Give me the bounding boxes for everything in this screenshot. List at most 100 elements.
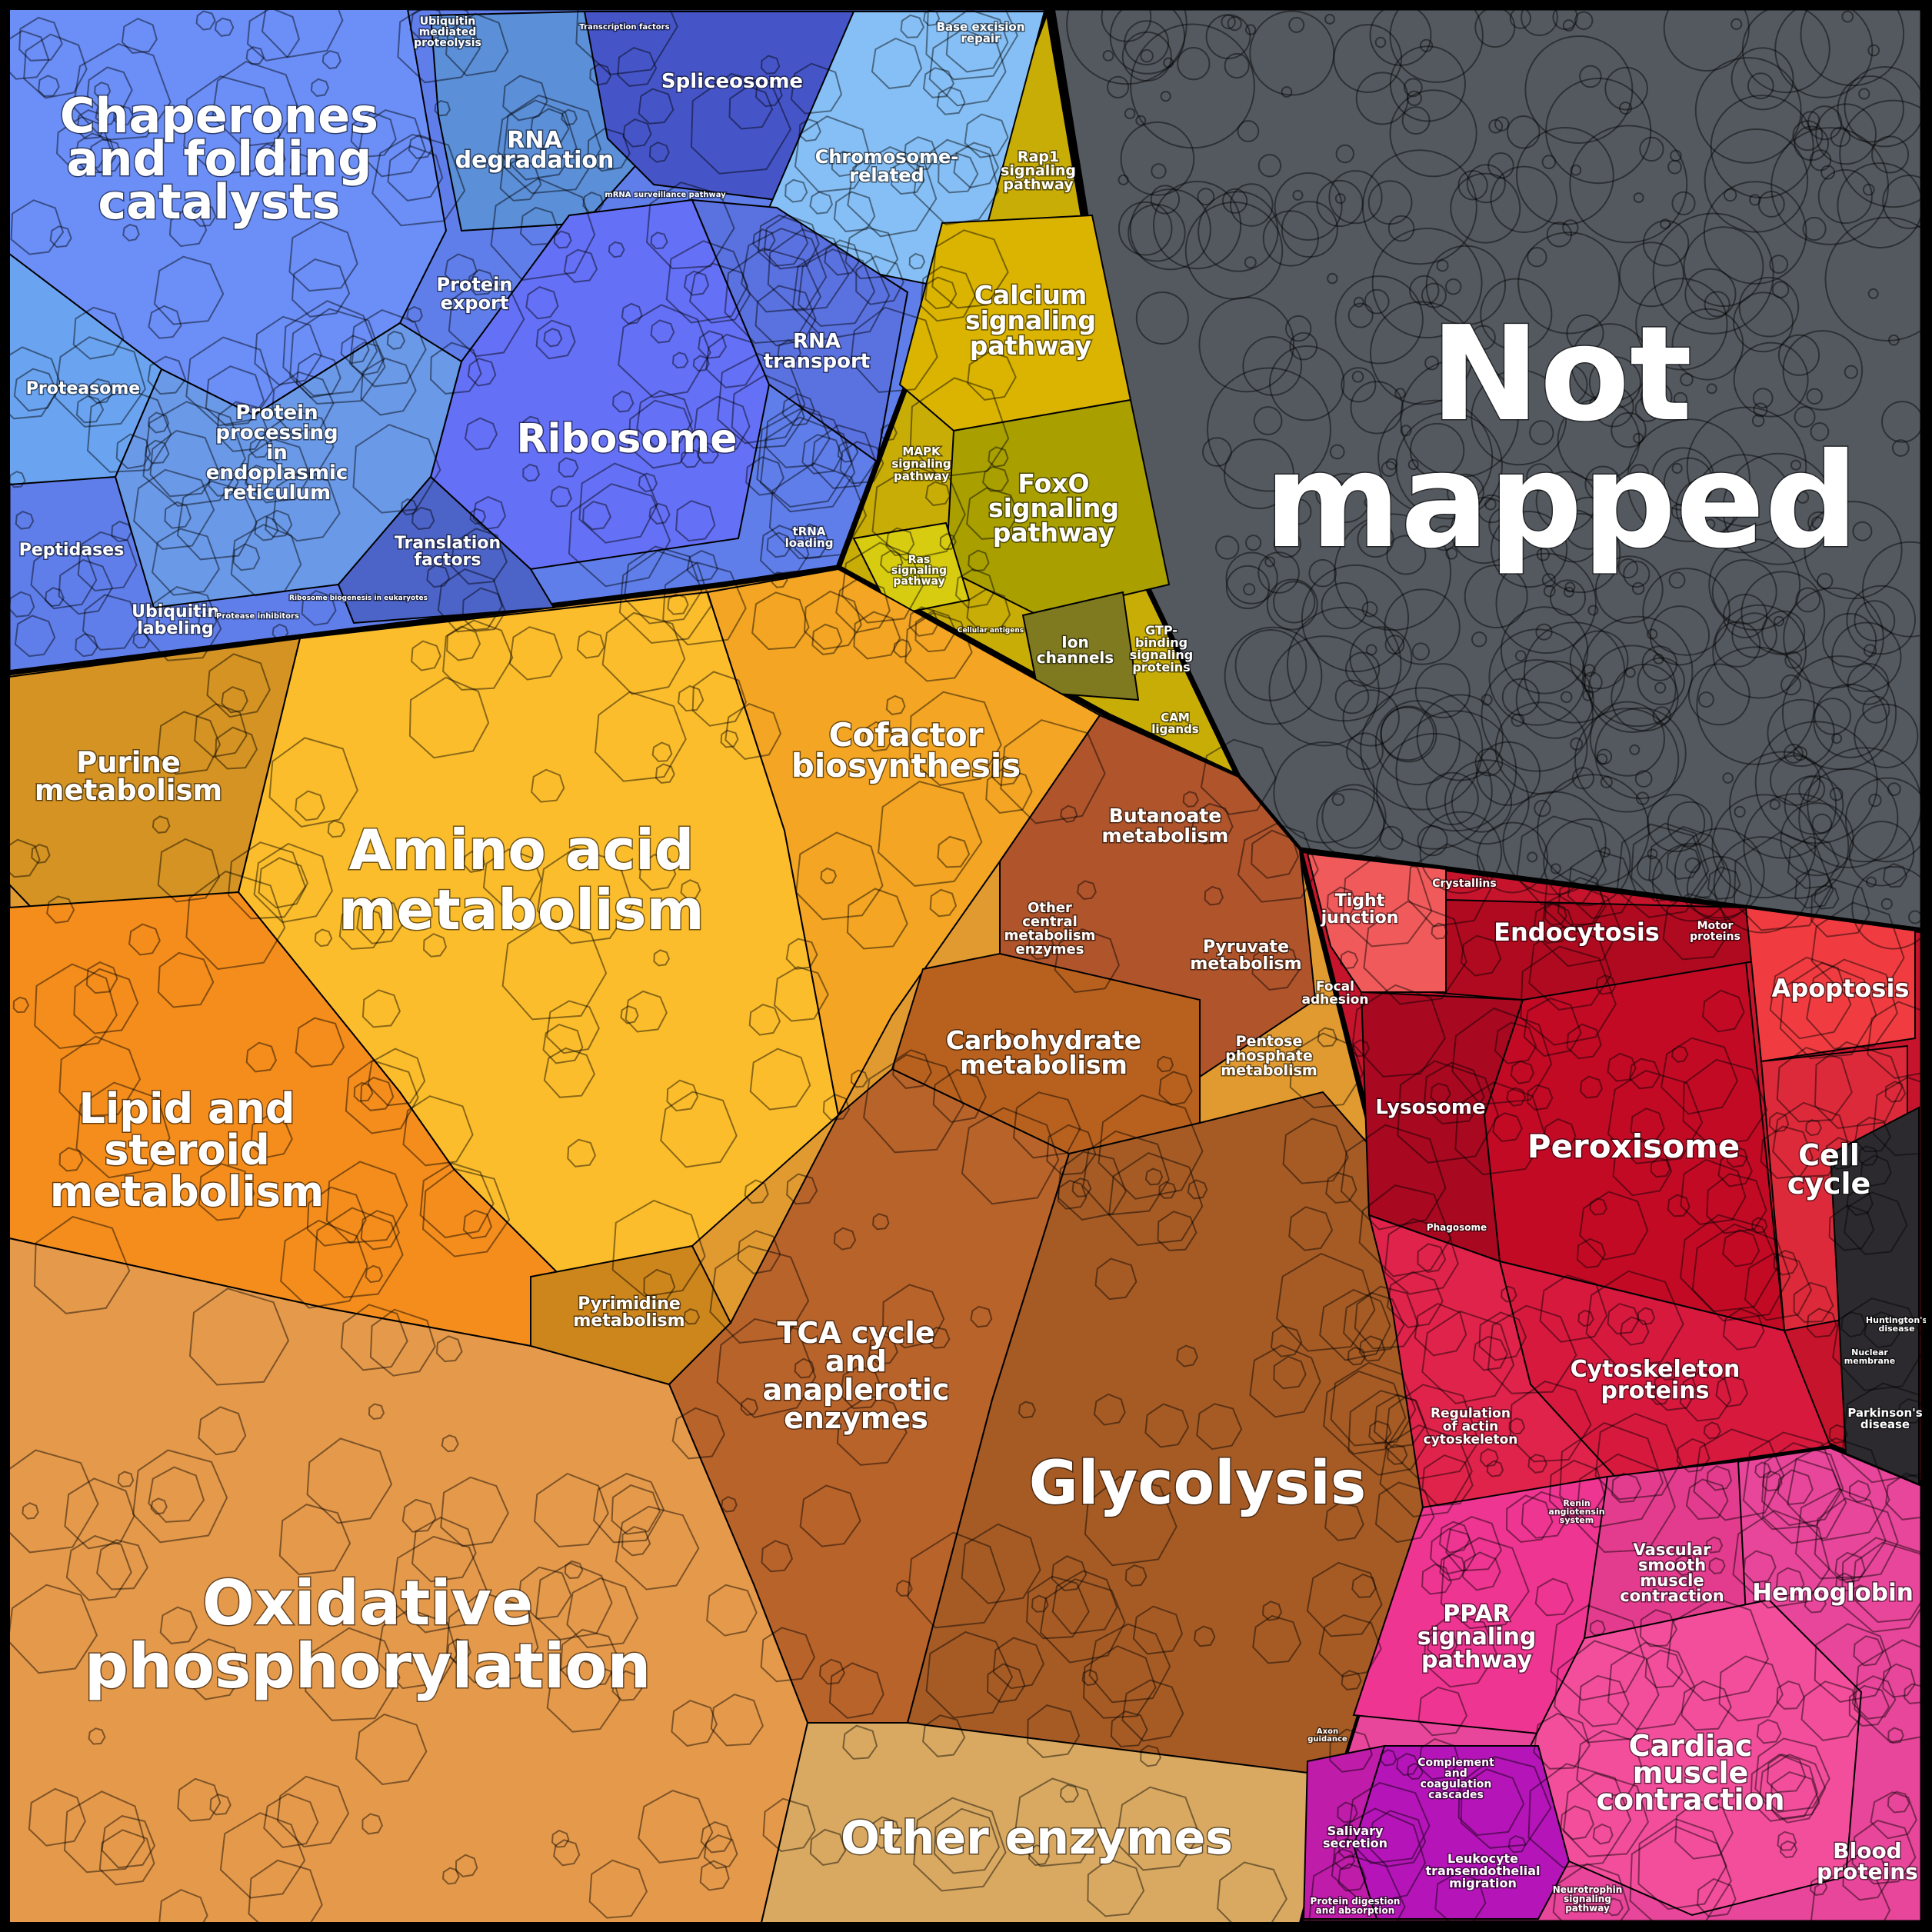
label-reg-actin-2: of actin bbox=[1443, 1419, 1499, 1434]
cell-pathway bbox=[86, 387, 172, 473]
cell-not-mapped bbox=[1722, 772, 1734, 784]
subregion-spliceosome[interactable] bbox=[583, 11, 855, 202]
label-cell-cycle-1: Cell bbox=[1798, 1138, 1860, 1172]
subregion-ppar[interactable] bbox=[1352, 1475, 1609, 1740]
label-pentose-3: metabolism bbox=[1221, 1062, 1317, 1079]
label-parkinson-2: disease bbox=[1860, 1417, 1910, 1431]
cell-pathway bbox=[1631, 822, 1710, 902]
cell-pathway bbox=[497, 99, 578, 181]
cell-pathway bbox=[1682, 1058, 1768, 1147]
cell-pathway bbox=[310, 78, 330, 97]
subregion-cofactor[interactable] bbox=[706, 568, 1101, 1118]
label-vascular-1: Vascular bbox=[1634, 1541, 1712, 1559]
cell-pathway bbox=[1607, 1052, 1637, 1082]
cell-not-mapped bbox=[1264, 556, 1276, 568]
cell-pathway bbox=[10, 199, 65, 255]
cell-not-mapped bbox=[1409, 275, 1440, 306]
cell-pathway bbox=[472, 495, 506, 531]
cell-pathway bbox=[219, 1812, 306, 1899]
subregion-translation-factors[interactable] bbox=[337, 475, 555, 625]
label-tight-junction-1: Tight bbox=[1335, 891, 1385, 911]
cell-pathway bbox=[688, 262, 751, 324]
cell-not-mapped bbox=[1800, 111, 1820, 131]
cell-pathway bbox=[263, 1793, 319, 1848]
cell-pathway bbox=[1825, 1137, 1858, 1170]
cell-not-mapped bbox=[1491, 511, 1568, 588]
subregion-lysosome[interactable] bbox=[1360, 991, 1524, 1263]
cell-pathway bbox=[1386, 1271, 1444, 1328]
cell-not-mapped bbox=[1163, 57, 1174, 68]
cell-pathway bbox=[1705, 1536, 1724, 1554]
cell-pathway bbox=[925, 1631, 1014, 1719]
cell-pathway bbox=[1318, 1614, 1382, 1677]
subregion-tight-junction[interactable] bbox=[1306, 852, 1447, 993]
cell-pathway bbox=[1414, 1302, 1467, 1357]
cell-pathway bbox=[1697, 1877, 1737, 1917]
cell-not-mapped bbox=[1484, 498, 1497, 511]
cell-not-mapped bbox=[1471, 369, 1567, 466]
cell-pathway bbox=[151, 528, 220, 596]
subregion-apoptosis[interactable] bbox=[1744, 906, 1916, 1063]
cell-pathway bbox=[408, 134, 434, 159]
cell-pathway bbox=[1680, 1158, 1747, 1225]
label-ubiquitin-labeling-2: labeling bbox=[137, 619, 214, 638]
cell-pathway bbox=[31, 844, 51, 864]
cell-pathway bbox=[546, 1657, 621, 1733]
cell-not-mapped bbox=[1627, 418, 1750, 542]
cell-pathway bbox=[1421, 1564, 1453, 1595]
subregion-dark-diseases[interactable] bbox=[1829, 1106, 1920, 1486]
cell-not-mapped bbox=[1784, 774, 1844, 835]
subregion-ion-channels[interactable] bbox=[1021, 591, 1140, 701]
cell-pathway bbox=[650, 319, 675, 344]
cell-not-mapped bbox=[1215, 535, 1240, 560]
cell-pathway bbox=[621, 1526, 651, 1557]
cell-not-mapped bbox=[1584, 465, 1621, 502]
cell-pathway bbox=[440, 1476, 509, 1547]
label-pyruvate-1: Pyruvate bbox=[1203, 938, 1289, 957]
cell-not-mapped bbox=[1814, 698, 1851, 735]
cell-not-mapped bbox=[1452, 522, 1464, 534]
label-ras-2: signaling bbox=[891, 565, 947, 577]
cell-not-mapped bbox=[1811, 813, 1833, 834]
cell-not-mapped bbox=[1384, 635, 1405, 655]
subregion-proteasome[interactable] bbox=[8, 251, 163, 486]
label-chaperones-1: Chaperones bbox=[60, 88, 378, 144]
cell-pathway bbox=[132, 631, 150, 649]
cell-pathway bbox=[64, 1477, 135, 1550]
cell-not-mapped bbox=[1395, 710, 1517, 832]
cell-pathway bbox=[148, 1466, 205, 1523]
cell-pathway bbox=[280, 1219, 368, 1309]
cell-pathway bbox=[94, 82, 112, 98]
cell-pathway bbox=[278, 1504, 351, 1576]
cell-pathway bbox=[666, 1079, 699, 1112]
cell-not-mapped bbox=[1227, 16, 1242, 32]
cell-not-mapped bbox=[1704, 291, 1730, 318]
cell-not-mapped bbox=[1654, 515, 1666, 526]
cell-pathway bbox=[754, 285, 817, 347]
subregion-salivary[interactable] bbox=[1302, 1744, 1386, 1920]
cell-pathway bbox=[553, 230, 572, 249]
subregion-ras[interactable] bbox=[852, 521, 971, 617]
cell-not-mapped bbox=[1425, 771, 1479, 826]
cell-pathway bbox=[58, 1147, 84, 1172]
cell-pathway bbox=[1387, 1444, 1408, 1465]
cell-pathway bbox=[14, 615, 56, 658]
subregion-rna-transport[interactable] bbox=[691, 198, 909, 463]
cell-not-mapped bbox=[1419, 811, 1503, 894]
cell-pathway bbox=[212, 60, 298, 148]
cell-pathway bbox=[1351, 984, 1446, 1078]
cell-pathway bbox=[928, 1326, 951, 1349]
cell-pathway bbox=[1431, 922, 1448, 940]
label-cytoskeleton-2: proteins bbox=[1601, 1377, 1709, 1404]
cell-pathway bbox=[352, 424, 441, 514]
cell-not-mapped bbox=[1527, 247, 1547, 268]
cell-pathway bbox=[501, 94, 602, 195]
cell-not-mapped bbox=[1400, 358, 1519, 478]
cell-not-mapped bbox=[1582, 689, 1594, 701]
subregion-oxphos[interactable] bbox=[8, 1237, 809, 1924]
cell-pathway bbox=[215, 726, 258, 770]
label-vascular-4: contraction bbox=[1620, 1587, 1724, 1605]
cell-pathway bbox=[1703, 1421, 1722, 1440]
cell-pathway bbox=[188, 1287, 290, 1386]
cell-not-mapped bbox=[1618, 242, 1684, 308]
